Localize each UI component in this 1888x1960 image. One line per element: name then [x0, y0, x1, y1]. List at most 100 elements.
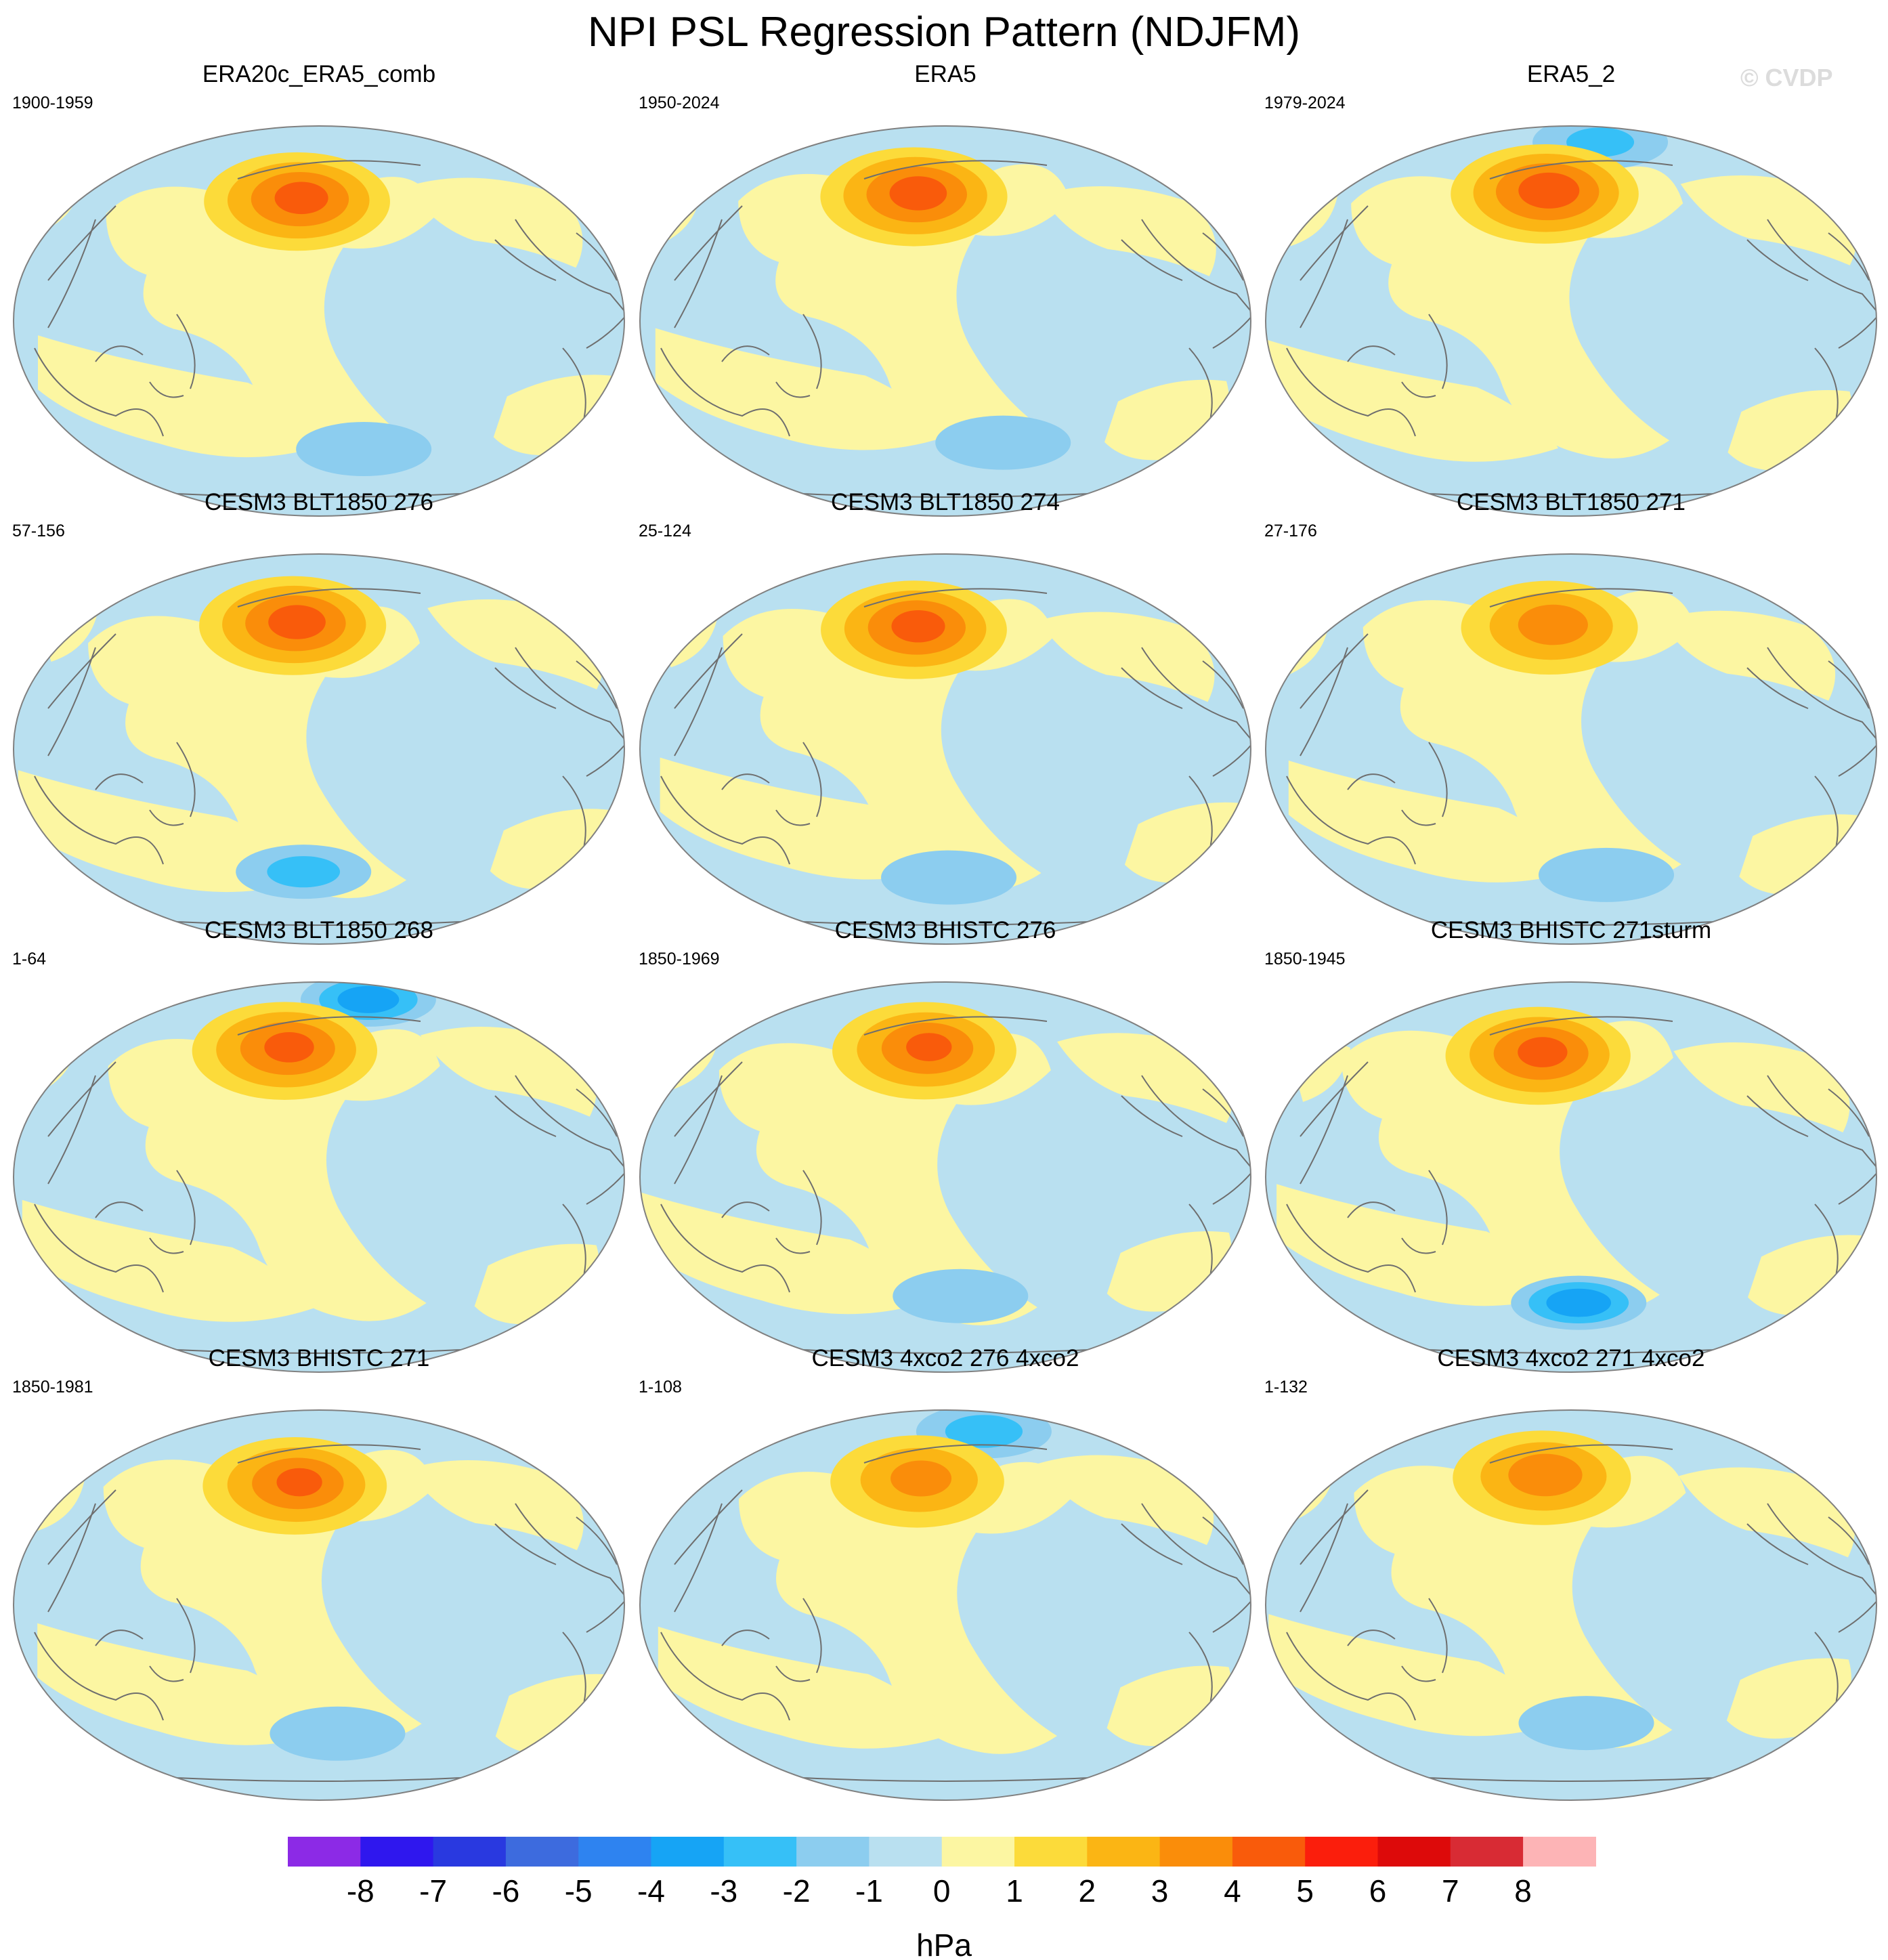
- map-border: [13, 1409, 625, 1801]
- coastline: [1347, 1201, 1396, 1218]
- positive-anomaly-region: [108, 1029, 440, 1321]
- coastline: [176, 314, 196, 389]
- map-border: [1265, 981, 1877, 1373]
- robinson-map: [13, 981, 625, 1373]
- negative-contour: [1546, 1288, 1612, 1317]
- panel-period: 1979-2024: [1264, 93, 1346, 112]
- coastline: [863, 160, 1048, 179]
- colorbar-tick-label: -4: [637, 1873, 665, 1909]
- colorbar-box: [651, 1837, 725, 1867]
- coastline: [1300, 647, 1348, 757]
- coastline: [1300, 219, 1348, 328]
- positive-contour: [906, 1033, 952, 1061]
- coastline: [1286, 347, 1416, 437]
- coastline: [47, 205, 116, 281]
- coastline: [34, 1632, 164, 1721]
- colorbar-box: [1159, 1837, 1233, 1867]
- coastline: [775, 381, 811, 398]
- map-border: [639, 981, 1251, 1373]
- colorbar-box: [1014, 1837, 1088, 1867]
- panel-period: 1850-1945: [1264, 950, 1346, 968]
- coastline: [1300, 1075, 1348, 1185]
- coastline: [660, 1632, 790, 1721]
- negative-contour: [893, 1269, 1029, 1323]
- coastline: [674, 647, 723, 757]
- robinson-map: [639, 981, 1251, 1373]
- colorbar-box: [1305, 1837, 1379, 1867]
- coastline: [95, 773, 144, 790]
- colorbar-box: [1450, 1837, 1524, 1867]
- map-panel: CESM3 BLT1850 271 27-176: [1264, 489, 1878, 945]
- robinson-map: [1265, 125, 1877, 517]
- colorbar-tick-label: -1: [855, 1873, 883, 1909]
- coastline: [576, 232, 618, 281]
- coastline: [1286, 1632, 1416, 1721]
- colorbar-tick-label: 3: [1151, 1873, 1169, 1909]
- panel-period: 1-132: [1264, 1378, 1308, 1397]
- positive-contour: [889, 176, 947, 211]
- map-panel: CESM3 BLT1850 276 57-156: [12, 489, 626, 945]
- coastline: [1286, 775, 1416, 865]
- positive-anomaly-region: [718, 1033, 1051, 1325]
- positive-anomaly-region: [1039, 186, 1216, 276]
- coastline: [237, 160, 421, 179]
- panel-period: 1-108: [639, 1378, 682, 1397]
- coastline: [576, 660, 618, 709]
- positive-anomaly-region: [1351, 166, 1683, 459]
- colorbar-ticks: -8 -7 -6 -5 -4 -3 -2 -1 0 1 2 3 4 5 6 7 8: [347, 1873, 1532, 1909]
- coastline: [1428, 314, 1448, 389]
- coastline: [494, 667, 557, 709]
- map-panel: CESM3 BLT1850 268 1-64: [12, 917, 626, 1373]
- coastline: [1300, 1489, 1369, 1565]
- positive-anomaly-region: [723, 599, 1055, 891]
- colorbar-tick-label: 7: [1442, 1873, 1459, 1909]
- coastline: [237, 1444, 421, 1464]
- colorbar-box: [505, 1837, 579, 1867]
- positive-contour: [891, 610, 945, 643]
- coastline: [1286, 1203, 1416, 1293]
- panel-title: CESM3 BLT1850 274: [831, 489, 1060, 515]
- colorbar-box: [1232, 1837, 1306, 1867]
- map-panel: CESM3 4xco2 276 4xco2 1-108: [639, 1345, 1252, 1801]
- coastline: [1300, 633, 1369, 709]
- colorbar-box: [723, 1837, 797, 1867]
- coastline: [1401, 1237, 1436, 1254]
- map-border: [639, 1409, 1251, 1801]
- coastline: [1300, 1503, 1348, 1613]
- positive-anomaly-region: [658, 1626, 949, 1749]
- coastline: [674, 219, 723, 328]
- robinson-map: [13, 553, 625, 945]
- coastline: [1121, 1523, 1183, 1565]
- map-panel: CESM3 BHISTC 271sturm 1850-1945: [1264, 917, 1878, 1373]
- panel-period: 1950-2024: [639, 93, 720, 112]
- panel-title: CESM3 4xco2 276 4xco2: [811, 1345, 1079, 1371]
- colorbar-unit-label: hPa: [916, 1927, 972, 1960]
- panel-title: ERA5_2: [1526, 61, 1616, 87]
- negative-contour: [337, 985, 400, 1013]
- negative-contour: [296, 422, 432, 477]
- coastline: [660, 775, 790, 865]
- coastline: [1121, 1095, 1183, 1137]
- coastline: [515, 647, 624, 777]
- colorbar-box: [1377, 1837, 1451, 1867]
- coastline: [1202, 232, 1244, 281]
- coastline: [1300, 1061, 1369, 1137]
- colorbar-box: [360, 1837, 434, 1867]
- figure-title: NPI PSL Regression Pattern (NDJFM): [587, 9, 1300, 56]
- coastline: [1141, 219, 1251, 349]
- map-panel: CESM3 4xco2 271 4xco2 1-132: [1264, 1345, 1878, 1801]
- coastline: [1202, 660, 1244, 709]
- map-panel: CESM3 BHISTC 271 1850-1981: [12, 1345, 626, 1801]
- coastline: [176, 1170, 196, 1245]
- positive-anomaly-region: [103, 1449, 435, 1742]
- coastline: [721, 1629, 770, 1646]
- positive-anomaly-region: [1678, 1467, 1855, 1558]
- coastline: [1767, 647, 1876, 777]
- coastline: [515, 1075, 624, 1205]
- panel-period: 1850-1969: [639, 950, 720, 968]
- negative-contour: [267, 856, 341, 888]
- positive-anomaly-region: [1038, 612, 1215, 702]
- negative-contour: [1518, 1696, 1654, 1751]
- coastline: [1347, 345, 1396, 362]
- coastline: [674, 1075, 723, 1185]
